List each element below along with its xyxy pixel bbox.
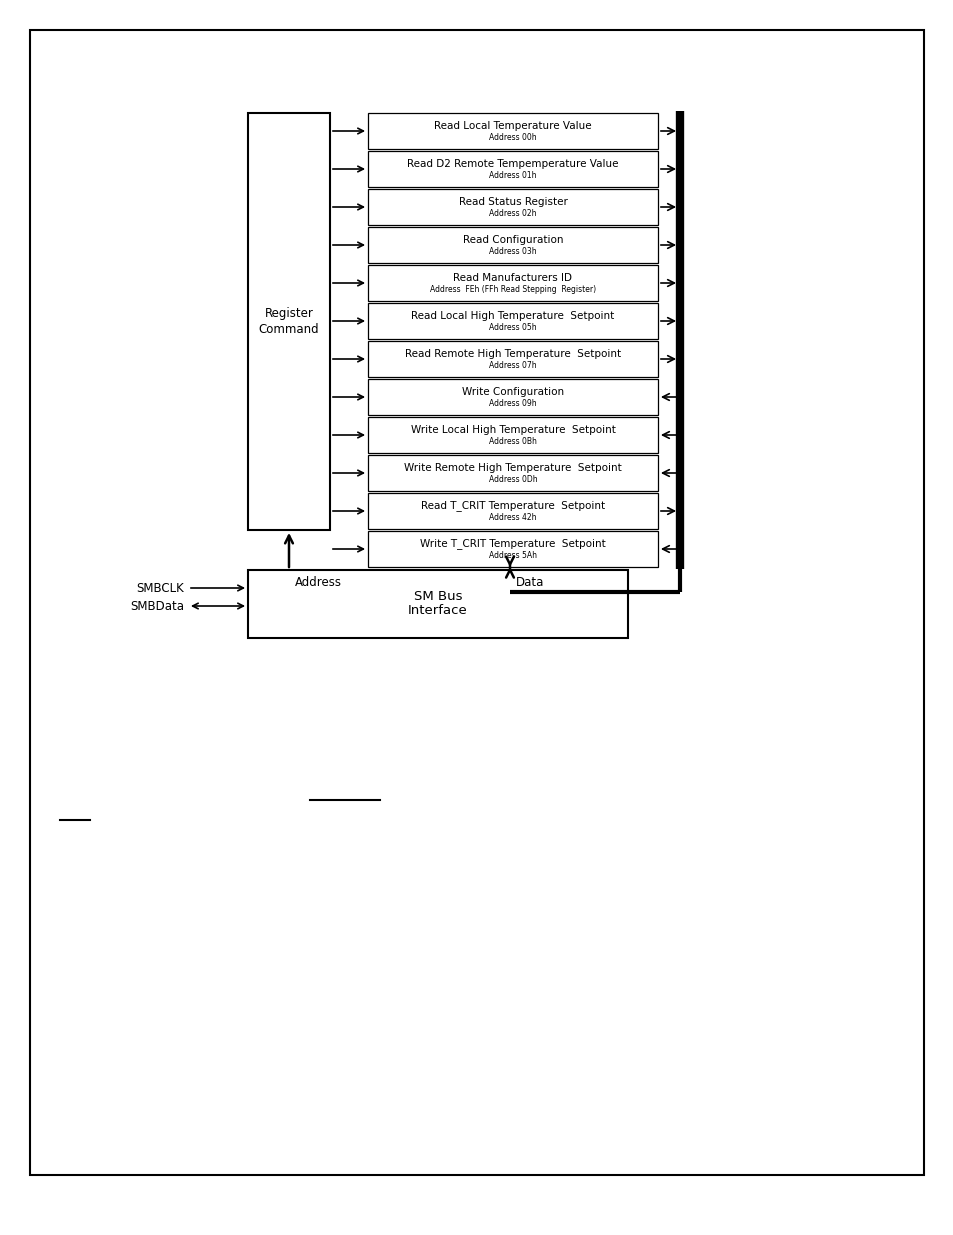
Text: Address 03h: Address 03h xyxy=(489,247,537,257)
Text: SMBCLK: SMBCLK xyxy=(136,582,184,594)
Text: Address 00h: Address 00h xyxy=(489,133,537,142)
Bar xyxy=(368,379,658,415)
Text: Address 0Bh: Address 0Bh xyxy=(489,437,537,447)
Text: Write T_CRIT Temperature  Setpoint: Write T_CRIT Temperature Setpoint xyxy=(419,538,605,550)
Bar xyxy=(368,417,658,453)
Text: Address 02h: Address 02h xyxy=(489,210,537,219)
Text: Read Status Register: Read Status Register xyxy=(458,198,567,207)
Text: Address 01h: Address 01h xyxy=(489,172,537,180)
Text: Read T_CRIT Temperature  Setpoint: Read T_CRIT Temperature Setpoint xyxy=(420,500,604,511)
Text: Read D2 Remote Tempemperature Value: Read D2 Remote Tempemperature Value xyxy=(407,159,618,169)
Text: Interface: Interface xyxy=(408,604,467,618)
Text: Address 05h: Address 05h xyxy=(489,324,537,332)
Bar xyxy=(248,571,627,638)
Text: Read Remote High Temperature  Setpoint: Read Remote High Temperature Setpoint xyxy=(404,350,620,359)
Bar xyxy=(368,341,658,377)
Text: Write Remote High Temperature  Setpoint: Write Remote High Temperature Setpoint xyxy=(404,463,621,473)
Bar xyxy=(368,266,658,301)
Text: Register: Register xyxy=(264,308,314,320)
Text: Data: Data xyxy=(516,576,544,589)
Text: Address 5Ah: Address 5Ah xyxy=(489,552,537,561)
Bar xyxy=(368,531,658,567)
Bar xyxy=(368,112,658,149)
Text: SMBData: SMBData xyxy=(130,599,184,613)
Text: SM Bus: SM Bus xyxy=(414,590,462,604)
Bar xyxy=(368,303,658,338)
Text: Address 42h: Address 42h xyxy=(489,514,537,522)
Text: Write Configuration: Write Configuration xyxy=(461,387,563,396)
Bar xyxy=(368,151,658,186)
Text: Address 0Dh: Address 0Dh xyxy=(488,475,537,484)
Bar xyxy=(368,189,658,225)
Bar xyxy=(368,227,658,263)
Text: Read Manufacturers ID: Read Manufacturers ID xyxy=(453,273,572,283)
Bar xyxy=(248,112,330,530)
Text: Read Configuration: Read Configuration xyxy=(462,235,562,245)
Text: Address: Address xyxy=(294,576,341,589)
Text: Address  FEh (FFh Read Stepping  Register): Address FEh (FFh Read Stepping Register) xyxy=(430,285,596,294)
Text: Address 09h: Address 09h xyxy=(489,399,537,409)
Text: Write Local High Temperature  Setpoint: Write Local High Temperature Setpoint xyxy=(410,425,615,435)
Text: Read Local High Temperature  Setpoint: Read Local High Temperature Setpoint xyxy=(411,311,614,321)
Bar xyxy=(368,493,658,529)
Text: Address 07h: Address 07h xyxy=(489,362,537,370)
Bar xyxy=(368,454,658,492)
Text: Read Local Temperature Value: Read Local Temperature Value xyxy=(434,121,591,131)
Text: Command: Command xyxy=(258,324,319,336)
